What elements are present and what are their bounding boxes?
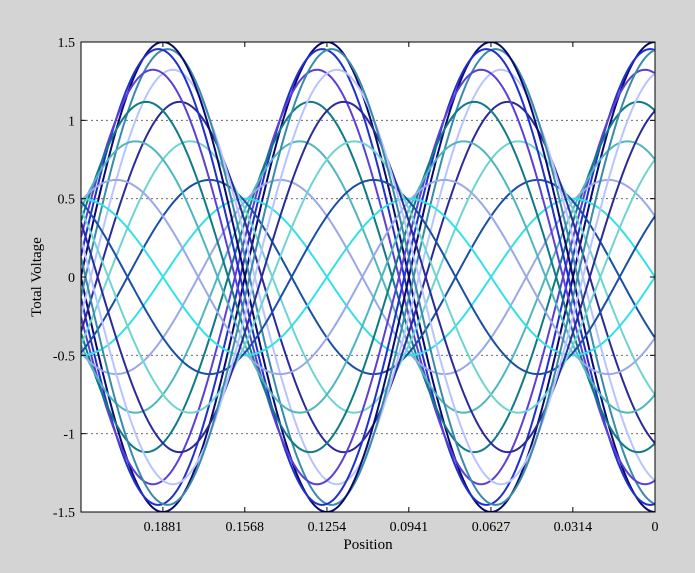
series-line-1 (81, 42, 655, 512)
y-tick-label: 0 (68, 271, 75, 286)
series-line-4 (81, 100, 655, 454)
series-line-15 (81, 68, 655, 486)
series-line-17 (81, 140, 655, 414)
x-tick-label: 0 (652, 520, 659, 535)
x-tick-label: 0.0627 (472, 520, 511, 535)
y-tick-label: 0.5 (58, 193, 76, 208)
series-line-14 (81, 48, 655, 506)
y-tick-label: -1 (63, 428, 75, 443)
y-tick-label: 1.5 (58, 36, 76, 51)
x-tick-labels: 0.1881 0.1568 0.1254 0.0941 0.0627 0.0314 0 (144, 520, 659, 535)
series-line-10 (81, 100, 655, 454)
series-line-12 (81, 48, 655, 506)
series-line-22 (81, 100, 655, 454)
series-group (81, 42, 655, 512)
series-line-18 (81, 178, 655, 376)
y-tick-label: -0.5 (53, 349, 75, 364)
series-line-23 (81, 68, 655, 486)
series-line-13 (81, 42, 655, 512)
x-tick-label: 0.1881 (144, 520, 183, 535)
series-line-2 (81, 48, 655, 506)
y-tick-label: -1.5 (53, 506, 75, 521)
series-line-11 (81, 68, 655, 486)
x-axis-label: Position (343, 537, 393, 553)
y-tick-labels: -1.5 -1 -0.5 0 0.5 1 1.5 (53, 36, 75, 521)
ticks (81, 41, 656, 513)
series-line-24 (81, 48, 655, 506)
y-tick-label: 1 (68, 114, 75, 129)
x-tick-label: 0.0314 (554, 520, 593, 535)
x-tick-label: 0.0941 (390, 520, 429, 535)
y-axis-label: Total Voltage (29, 237, 45, 317)
x-tick-label: 0.1568 (226, 520, 265, 535)
series-line-3 (81, 68, 655, 486)
x-tick-label: 0.1254 (308, 520, 347, 535)
series-line-16 (81, 100, 655, 454)
